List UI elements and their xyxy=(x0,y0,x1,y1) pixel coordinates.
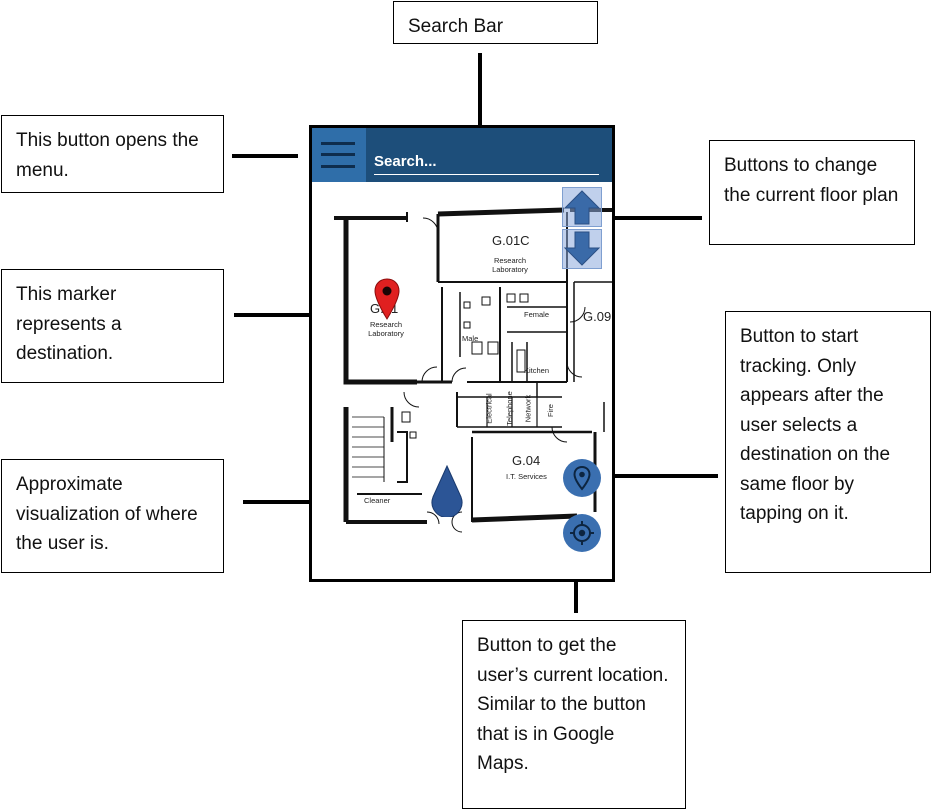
room-telephone: Telephone xyxy=(504,391,514,426)
room-g04-code: G.04 xyxy=(512,453,541,468)
arrow-up-icon xyxy=(563,190,601,225)
connector-search-bar xyxy=(478,53,482,141)
room-network: Network xyxy=(523,394,533,423)
room-g01-name: Research Laboratory xyxy=(368,320,404,338)
phone-screen: G.01C Research Laboratory G.01 Research … xyxy=(309,125,615,582)
connector-floor-buttons xyxy=(592,216,702,220)
callout-location-button: Button to get the user’s current locatio… xyxy=(462,620,686,809)
room-cleaner: Cleaner xyxy=(364,496,391,505)
room-g09-code: G.09 xyxy=(583,309,612,324)
room-g01c-code: G.01C xyxy=(492,233,530,248)
map-pin-icon[interactable] xyxy=(374,278,400,320)
floor-up-button[interactable] xyxy=(562,187,602,227)
room-female: Female xyxy=(524,310,550,319)
room-male: Male xyxy=(462,334,479,343)
callout-tracking-button: Button to start tracking. Only appears a… xyxy=(725,311,931,573)
callout-user-position: Approximate visualization of where the u… xyxy=(1,459,224,573)
crosshair-icon xyxy=(570,521,594,545)
room-fire: Fire xyxy=(545,404,555,417)
hamburger-menu-icon xyxy=(321,142,355,145)
arrow-down-icon xyxy=(563,231,601,266)
current-location-button[interactable] xyxy=(563,514,601,552)
callout-menu-button: This button opens the menu. xyxy=(1,115,224,193)
callout-destination-marker: This marker represents a destination. xyxy=(1,269,224,383)
hamburger-menu-line xyxy=(321,165,355,168)
connector-location-button xyxy=(574,556,578,613)
room-electrical: Electrical xyxy=(484,393,494,424)
start-tracking-button[interactable] xyxy=(563,459,601,497)
connector-menu-button xyxy=(232,154,298,158)
app-bar xyxy=(312,128,612,182)
floor-down-button[interactable] xyxy=(562,229,602,269)
menu-button[interactable] xyxy=(312,128,366,182)
callout-floor-buttons: Buttons to change the current floor plan xyxy=(709,140,915,245)
room-g01c-name: Research Laboratory xyxy=(492,256,528,274)
connector-destination-marker xyxy=(234,313,365,317)
hamburger-menu-line xyxy=(321,153,355,156)
connector-tracking-button xyxy=(606,474,718,478)
room-g04-name: I.T. Services xyxy=(506,472,547,481)
room-kitchen: Kitchen xyxy=(524,366,550,375)
location-pin-icon xyxy=(573,465,591,491)
search-input[interactable] xyxy=(374,148,599,175)
floor-plan-drawing xyxy=(334,207,612,533)
floor-plan-map[interactable]: G.01C Research Laboratory G.01 Research … xyxy=(312,182,612,579)
callout-search-bar: Search Bar xyxy=(393,1,598,44)
user-position-icon xyxy=(431,465,463,517)
